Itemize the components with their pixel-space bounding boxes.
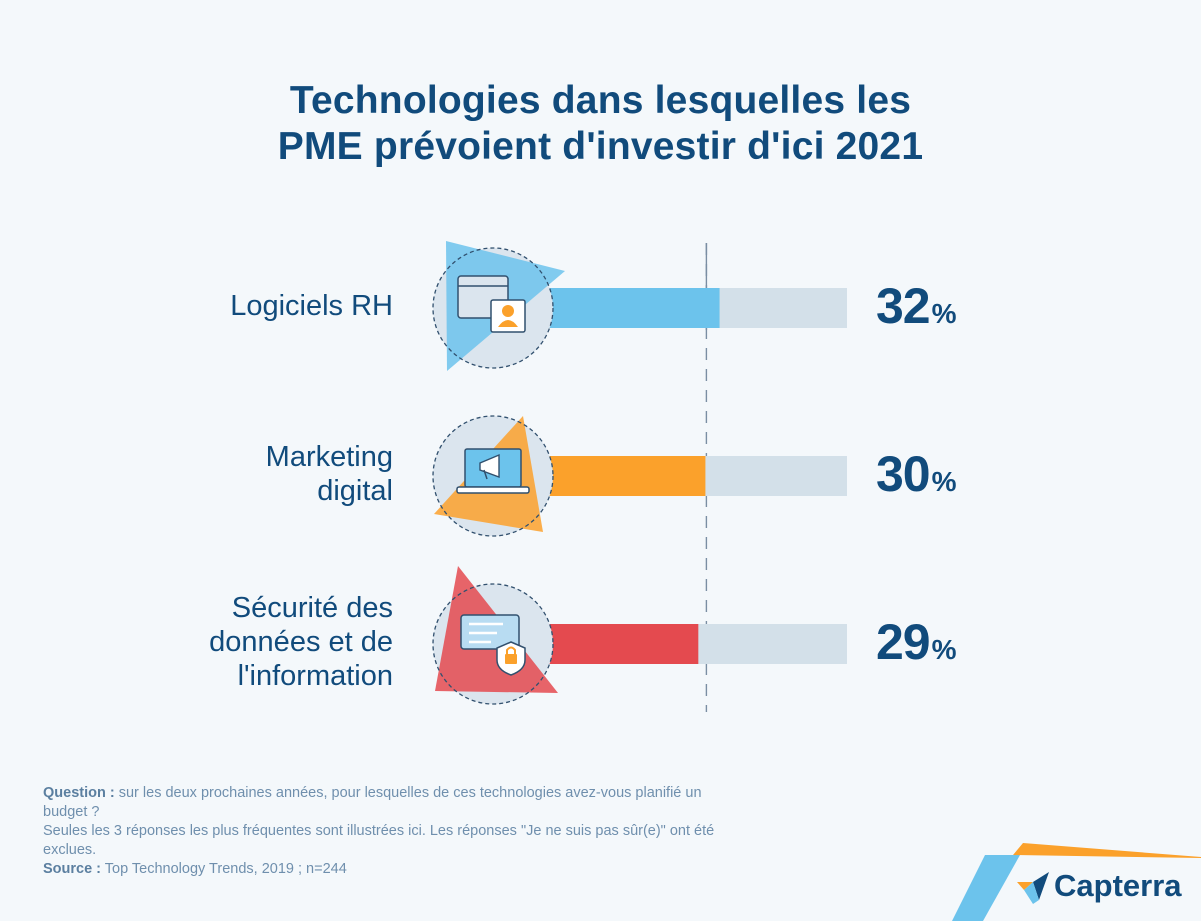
value-label-0: 32% [876,278,957,342]
source-note: Source : Top Technology Trends, 2019 ; n… [43,860,723,879]
value-percent-sign: % [931,298,957,329]
value-percent-sign: % [931,466,957,497]
laptop-base [456,486,530,494]
value-number: 32 [876,278,931,334]
category-label-line: l'information [237,660,393,692]
source-label: Source : [43,861,102,877]
question-text: sur les deux prochaines années, pour les… [43,785,702,820]
bar-2 [533,624,699,664]
chart-title-line-2: PME prévoient d'investir d'ici 2021 [277,125,924,168]
footnote: Question : sur les deux prochaines année… [43,784,723,879]
category-label-line: Logiciels RH [230,290,393,322]
padlock-shackle [506,646,516,654]
megaphone-handle [483,469,488,480]
category-label-line: Sécurité des [231,592,393,624]
category-label-2: Sécurité des données et de l'information [133,591,393,693]
source-text: Top Technology Trends, 2019 ; n=244 [101,861,347,877]
user-body [498,320,518,327]
icon-circle-outline [432,415,554,537]
value-percent-sign: % [931,634,957,665]
capterra-logo-text: Capterra [1054,868,1182,903]
icon-circle-outline [432,247,554,369]
chart-title-line-1: Technologies dans lesquelles les [289,79,912,122]
value-label-1: 30% [876,446,957,510]
hr-software-icon [432,241,565,371]
user-head [502,305,514,317]
category-label-line: données et de [209,626,393,658]
data-security-lock-icon [432,566,558,705]
bar-1 [533,456,706,496]
icon-circle-outline [432,583,554,705]
disclaimer-note: Seules les 3 réponses les plus fréquente… [43,823,715,858]
category-label-line: digital [317,475,393,507]
category-label-0: Logiciels RH [133,289,393,323]
bar-0 [533,288,720,328]
category-label-line: Marketing [265,441,393,473]
value-label-2: 29% [876,614,957,678]
padlock-body [505,654,517,664]
question-label: Question : [43,785,115,801]
value-number: 29 [876,614,931,670]
value-number: 30 [876,446,931,502]
marketing-megaphone-icon [432,415,554,537]
chart-title: Technologies dans lesquelles les PME pré… [0,78,1201,170]
question-note: Question : sur les deux prochaines année… [43,784,723,822]
category-label-1: Marketing digital [133,440,393,508]
capterra-logo-icon [1017,872,1049,904]
